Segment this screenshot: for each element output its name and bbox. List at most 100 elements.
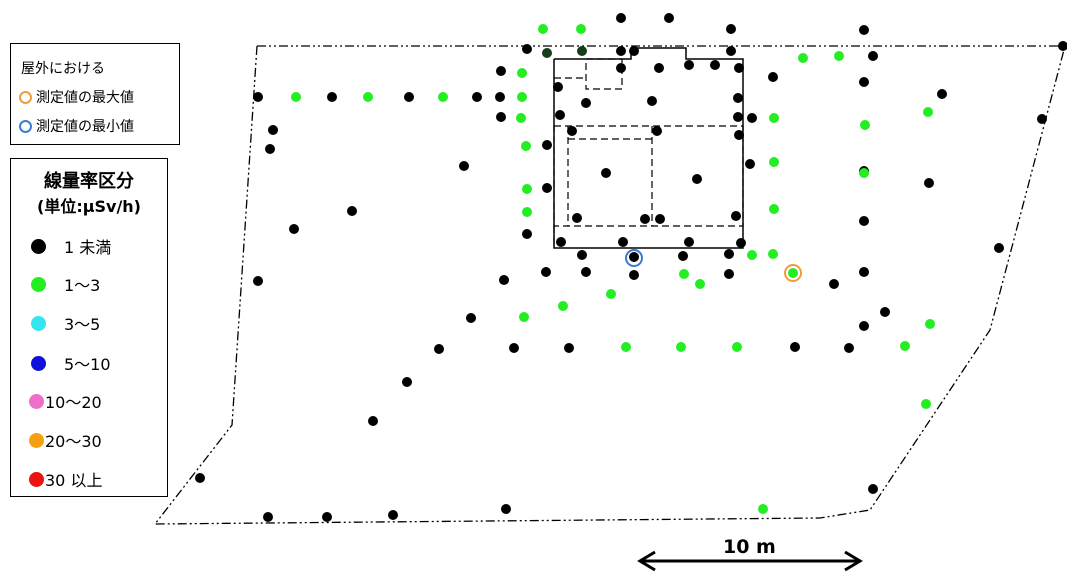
legend-max-label: 測定値の最大値 <box>36 90 134 106</box>
point-1-to-3 <box>769 204 779 214</box>
max-value-marker <box>784 264 802 282</box>
point-under-1 <box>496 66 506 76</box>
point-1-to-3 <box>676 342 686 352</box>
point-under-1 <box>684 237 694 247</box>
point-under-1 <box>616 13 626 23</box>
point-under-1 <box>555 110 565 120</box>
point-under-1 <box>564 343 574 353</box>
point-under-1 <box>868 51 878 61</box>
point-under-1 <box>253 92 263 102</box>
point-under-1 <box>402 377 412 387</box>
point-under-1 <box>542 48 552 58</box>
point-under-1 <box>726 24 736 34</box>
extreme-legend: 屋外における 測定値の最大値 測定値の最小値 <box>10 43 180 145</box>
point-under-1 <box>768 72 778 82</box>
point-under-1 <box>322 512 332 522</box>
point-under-1 <box>601 168 611 178</box>
point-under-1 <box>522 44 532 54</box>
legend-category-label: 5〜10 <box>64 355 111 374</box>
point-1-to-3 <box>900 341 910 351</box>
site-boundary <box>153 45 1066 525</box>
point-under-1 <box>268 125 278 135</box>
point-under-1 <box>581 98 591 108</box>
point-under-1 <box>844 343 854 353</box>
point-1-to-3 <box>679 269 689 279</box>
point-under-1 <box>577 46 587 56</box>
legend-unit: (単位:µSv/h) <box>37 197 141 216</box>
legend-category-item: 1〜3 <box>31 272 100 296</box>
point-under-1 <box>618 237 628 247</box>
point-under-1 <box>733 93 743 103</box>
legend-category-label: 1〜3 <box>64 276 101 295</box>
point-1-to-3 <box>576 24 586 34</box>
point-1-to-3 <box>798 53 808 63</box>
legend-swatch-icon <box>31 276 46 292</box>
point-under-1 <box>347 206 357 216</box>
legend-swatch-icon <box>31 315 46 331</box>
extreme-legend-title: 屋外における <box>21 61 105 77</box>
point-under-1 <box>710 60 720 70</box>
point-under-1 <box>859 321 869 331</box>
point-under-1 <box>859 25 869 35</box>
point-under-1 <box>327 92 337 102</box>
measurement-points <box>195 13 1067 522</box>
point-1-to-3 <box>788 268 798 278</box>
point-under-1 <box>629 46 639 56</box>
point-under-1 <box>664 13 674 23</box>
legend-category-label: 3〜5 <box>64 315 101 334</box>
point-under-1 <box>567 126 577 136</box>
point-under-1 <box>541 267 551 277</box>
legend-category-item: 5〜10 <box>31 351 111 375</box>
legend-swatch-icon <box>29 471 44 487</box>
point-under-1 <box>522 229 532 239</box>
legend-category-item: 20〜30 <box>29 428 102 452</box>
legend-category-label: 1 未満 <box>64 238 112 257</box>
legend-swatch-icon <box>29 393 44 409</box>
point-under-1 <box>629 252 639 262</box>
point-1-to-3 <box>519 312 529 322</box>
point-under-1 <box>724 269 734 279</box>
point-1-to-3 <box>859 168 869 178</box>
point-under-1 <box>472 92 482 102</box>
point-under-1 <box>616 46 626 56</box>
point-under-1 <box>616 63 626 73</box>
point-1-to-3 <box>517 92 527 102</box>
legend-min-item: 測定値の最小値 <box>19 116 134 136</box>
legend-category-item: 1 未満 <box>31 234 111 258</box>
point-under-1 <box>640 214 650 224</box>
legend-min-label: 測定値の最小値 <box>36 119 134 135</box>
point-1-to-3 <box>921 399 931 409</box>
legend-category-item: 30 以上 <box>29 467 102 491</box>
point-under-1 <box>368 416 378 426</box>
point-under-1 <box>577 250 587 260</box>
point-under-1 <box>509 343 519 353</box>
legend-max-item: 測定値の最大値 <box>19 87 134 107</box>
point-1-to-3 <box>769 113 779 123</box>
point-1-to-3 <box>925 319 935 329</box>
point-1-to-3 <box>732 342 742 352</box>
point-under-1 <box>747 113 757 123</box>
point-under-1 <box>880 307 890 317</box>
legend-swatch-icon <box>29 432 44 448</box>
point-under-1 <box>654 63 664 73</box>
point-1-to-3 <box>517 68 527 78</box>
point-1-to-3 <box>291 92 301 102</box>
point-under-1 <box>1058 41 1067 51</box>
point-1-to-3 <box>769 157 779 167</box>
point-under-1 <box>253 276 263 286</box>
point-1-to-3 <box>363 92 373 102</box>
point-1-to-3 <box>606 289 616 299</box>
point-under-1 <box>745 159 755 169</box>
point-under-1 <box>629 270 639 280</box>
point-1-to-3 <box>538 24 548 34</box>
dose-rate-legend: 線量率区分 (単位:µSv/h) 1 未満 1〜3 3〜5 5〜10 10〜20 20〜3… <box>10 158 168 497</box>
point-under-1 <box>581 267 591 277</box>
point-under-1 <box>652 126 662 136</box>
legend-category-item: 10〜20 <box>29 389 102 413</box>
point-under-1 <box>733 112 743 122</box>
point-under-1 <box>434 344 444 354</box>
point-1-to-3 <box>521 141 531 151</box>
point-under-1 <box>692 174 702 184</box>
legend-swatch-icon <box>31 355 46 371</box>
